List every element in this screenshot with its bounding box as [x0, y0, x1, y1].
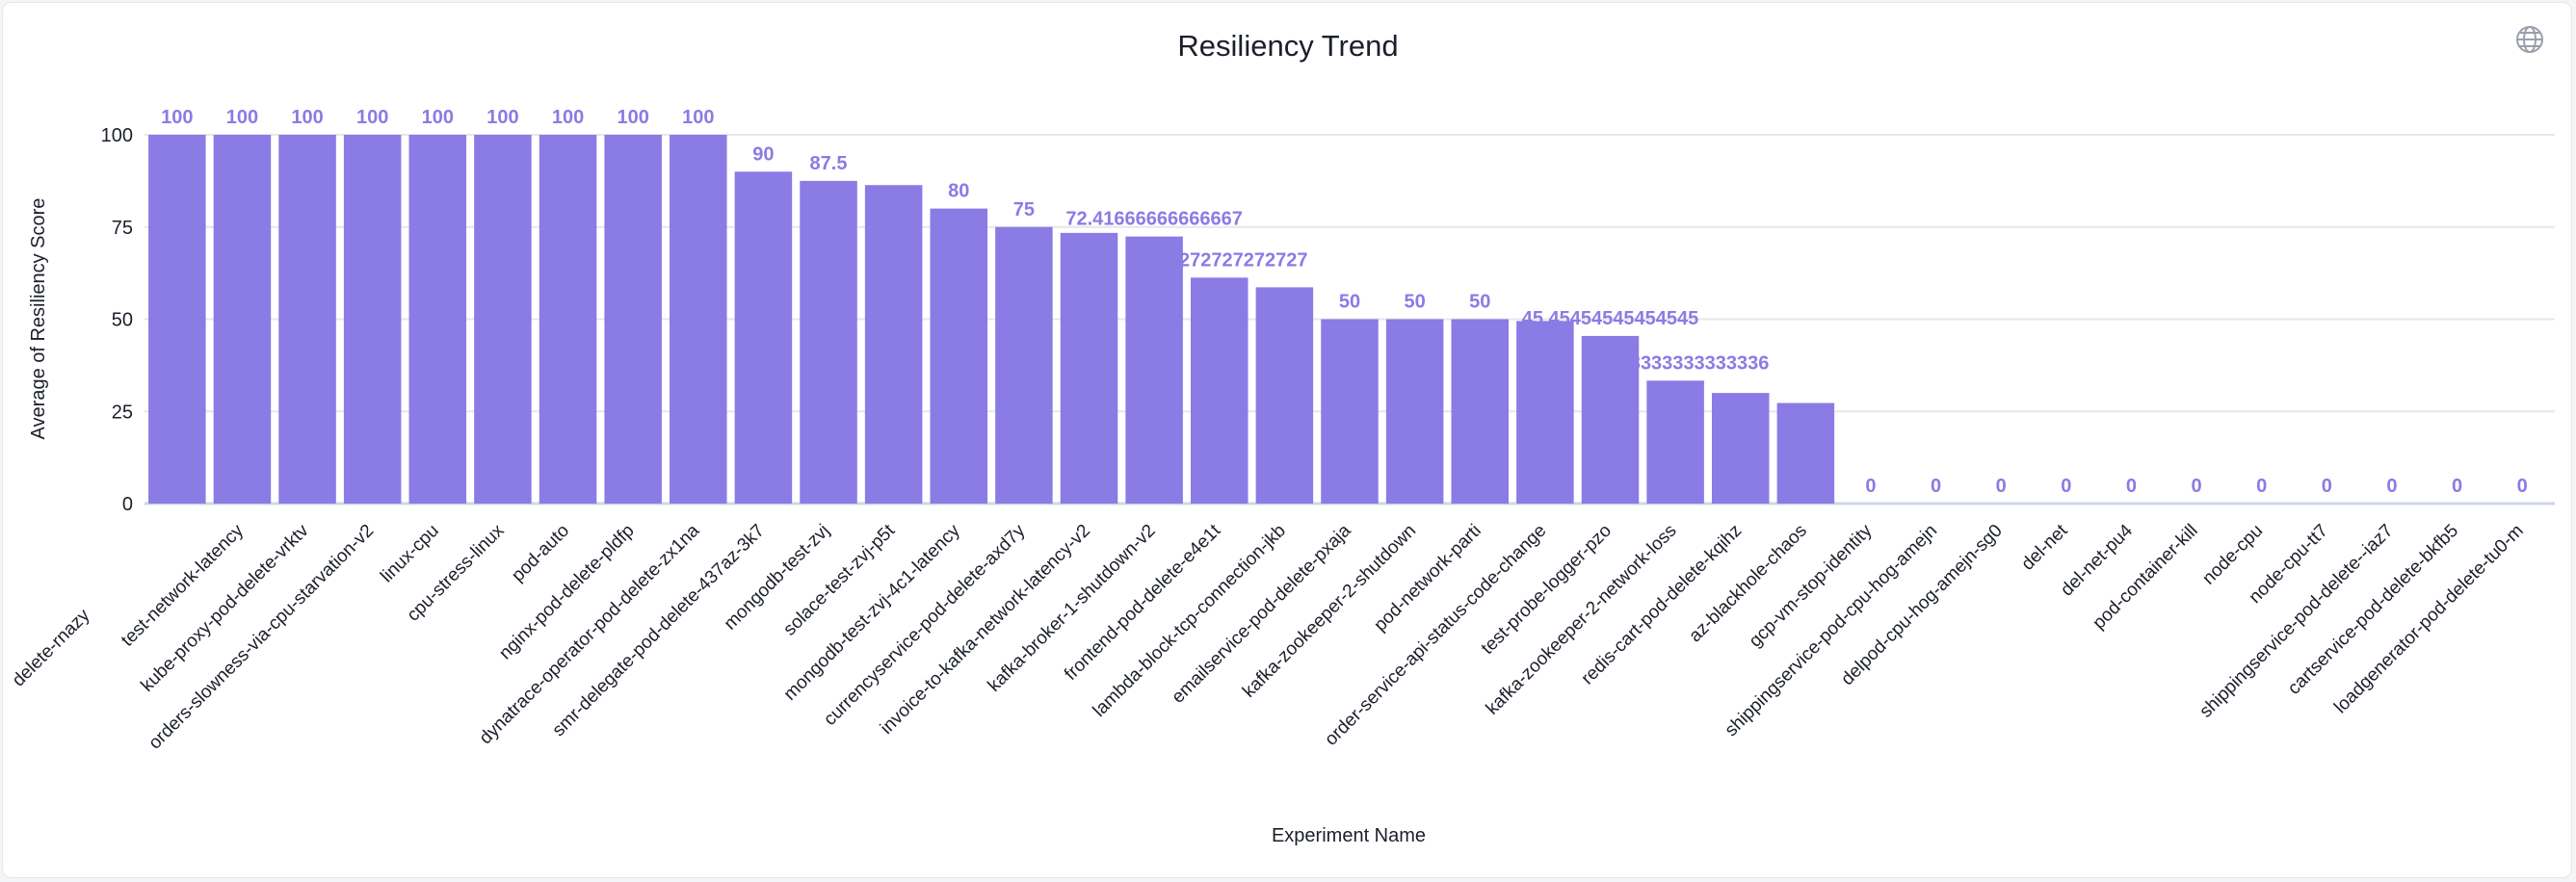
x-tick-label: gcp-vm-stop-identity	[1746, 520, 1877, 651]
bar[interactable]	[343, 135, 402, 504]
y-tick-label: 0	[122, 494, 133, 515]
x-tick-label: del-net	[2017, 520, 2071, 574]
bar[interactable]	[1255, 287, 1314, 504]
bar[interactable]	[148, 135, 206, 504]
data-label: 100	[422, 107, 454, 128]
data-label: 100	[291, 107, 323, 128]
x-tick-label: pod-auto	[508, 521, 573, 586]
bar[interactable]	[278, 135, 336, 504]
x-tick-label: test-probe-logger-pzo	[1478, 521, 1616, 659]
data-label: 87.5	[810, 153, 848, 174]
data-label: 100	[552, 107, 584, 128]
data-label: 0	[2452, 476, 2462, 497]
x-tick-label: az-blackhole-chaos	[1685, 521, 1811, 647]
chart-title: Resiliency Trend	[1177, 29, 1398, 63]
data-label: 0	[1996, 476, 2007, 497]
data-label: 100	[682, 107, 714, 128]
data-label: 80	[948, 181, 969, 202]
bar[interactable]	[734, 171, 793, 505]
data-label: 100	[617, 107, 648, 128]
y-tick-label: 50	[112, 310, 133, 331]
bar[interactable]	[1451, 319, 1509, 505]
bar[interactable]	[1711, 393, 1770, 504]
x-axis-title: Experiment Name	[1272, 825, 1426, 846]
bar[interactable]	[995, 226, 1053, 504]
data-label: 50	[1469, 292, 1490, 313]
bar[interactable]	[1646, 380, 1704, 504]
bar[interactable]	[864, 185, 923, 504]
y-axis-title: Average of Resiliency Score	[28, 198, 49, 440]
data-label: 100	[226, 107, 258, 128]
data-label: 90	[752, 143, 774, 165]
data-label: 0	[2126, 476, 2137, 497]
bar[interactable]	[1516, 321, 1574, 504]
data-label: 100	[356, 107, 388, 128]
data-label: 50	[1404, 292, 1425, 313]
x-tick-label: linux-cpu	[377, 521, 443, 587]
bar[interactable]	[474, 135, 532, 504]
data-label: 0	[2386, 476, 2397, 497]
data-label: 0	[2322, 476, 2332, 497]
bar[interactable]	[1191, 277, 1249, 504]
y-tick-label: 100	[101, 125, 133, 146]
bar[interactable]	[213, 135, 272, 504]
bar[interactable]	[604, 135, 662, 504]
data-label: 0	[2517, 476, 2528, 497]
data-label: 100	[161, 107, 193, 128]
bar[interactable]	[1321, 319, 1379, 505]
x-tick-label: test-network-latency	[118, 520, 248, 650]
bar[interactable]	[800, 180, 857, 504]
x-tick-label: node-cpu	[2198, 521, 2267, 589]
data-label: 50	[1339, 292, 1360, 313]
data-label: 0	[2256, 476, 2267, 497]
y-tick-label: 75	[112, 218, 133, 239]
bar[interactable]	[670, 135, 727, 504]
data-label: 100	[486, 107, 518, 128]
data-label: 72.41666666666667	[1065, 209, 1243, 230]
y-tick-label: 25	[112, 402, 133, 423]
bar[interactable]	[408, 135, 467, 504]
data-label: 0	[1865, 476, 1876, 497]
bar[interactable]	[1776, 402, 1835, 504]
x-tick-label: orders-slowness-via-cpu-starvation-v2	[145, 521, 378, 754]
globe-icon[interactable]	[2516, 26, 2543, 53]
bar[interactable]	[1385, 319, 1444, 505]
bar[interactable]	[539, 135, 597, 504]
x-tick-label: solace-test-zvj-p5t	[779, 520, 899, 639]
bar[interactable]	[930, 208, 988, 504]
data-label: 0	[1931, 476, 1941, 497]
data-label: 0	[2192, 476, 2202, 497]
bar[interactable]	[1581, 335, 1640, 504]
data-label: 75	[1013, 199, 1035, 220]
bar[interactable]	[1060, 232, 1118, 505]
data-label: 0	[2061, 476, 2071, 497]
x-tick-label: delete-rnazy	[9, 605, 94, 690]
bar[interactable]	[1125, 236, 1183, 504]
